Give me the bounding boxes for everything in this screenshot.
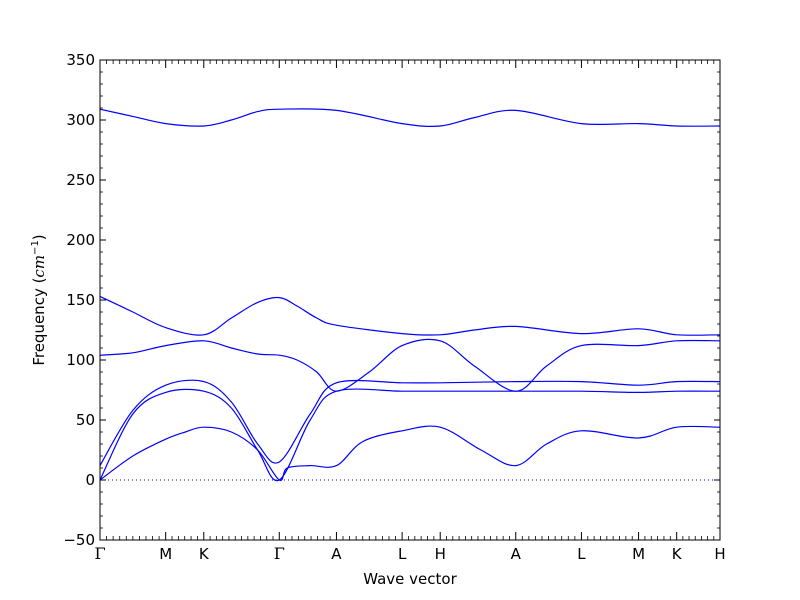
y-tick-label: 300 [66, 111, 95, 129]
ticks-layer: −50 0 50 100 150 200 250 300 350 Γ M K Γ A L H A L M K H [63, 51, 725, 563]
y-tick-label: 150 [66, 291, 95, 309]
x-tick-label: K [672, 545, 683, 563]
x-tick-label: A [331, 545, 342, 563]
x-tick-label: L [398, 545, 407, 563]
x-tick-label: Γ [94, 544, 105, 563]
band-line-1 [99, 425, 721, 482]
band-line-6 [99, 108, 721, 128]
x-tick-label: Γ [274, 544, 285, 563]
series-layer [99, 108, 721, 482]
x-tick-label: A [511, 545, 522, 563]
x-tick-label: L [577, 545, 586, 563]
plot-frame [99, 59, 721, 541]
y-tick-label: 0 [85, 471, 95, 489]
y-tick-label: −50 [63, 531, 95, 549]
x-tick-label: M [632, 545, 645, 563]
y-axis-label-group: Frequency (cm−1) [30, 234, 48, 365]
y-tick-label: 250 [66, 171, 95, 189]
band-line-5 [99, 295, 721, 336]
y-axis-label: Frequency (cm−1) [30, 234, 48, 365]
x-tick-label: H [714, 545, 725, 563]
band-line-3 [99, 379, 721, 466]
band-line-4 [99, 338, 721, 392]
y-tick-label: 350 [66, 51, 95, 69]
y-tick-label: 200 [66, 231, 95, 249]
x-tick-label: M [159, 545, 172, 563]
x-tick-label: H [435, 545, 446, 563]
x-tick-label: K [199, 545, 210, 563]
x-axis-label: Wave vector [363, 570, 457, 588]
y-tick-label: 50 [76, 411, 95, 429]
band-line-2 [99, 388, 721, 482]
y-tick-label: 100 [66, 351, 95, 369]
